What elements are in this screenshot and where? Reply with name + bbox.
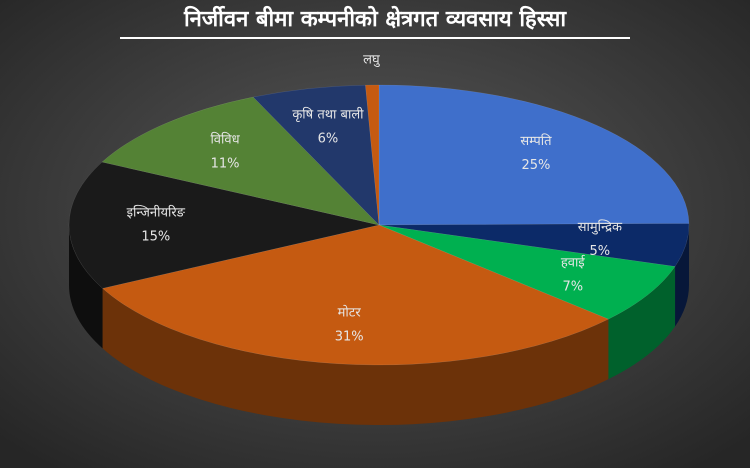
slice [378,84,690,226]
slice-label: विविध [210,132,240,148]
slice-side [69,225,103,349]
slice-label: इन्जिनीयरिङ [127,205,186,221]
slice-value-label: 6% [318,131,339,146]
slice-value-label: 31% [335,329,364,344]
slice-value-label: 7% [562,280,583,295]
slice [102,224,609,366]
slice-label: कृषि तथा बाली [292,106,364,122]
slice [252,84,380,226]
slice-label: सम्पति [520,133,552,149]
slice-value-label: 5% [590,244,611,259]
slice-label: हवाई [561,255,586,271]
slice-side [608,266,676,380]
slice-value-label: 11% [211,157,240,172]
slice [101,96,380,226]
slice [378,224,676,320]
slice-side [675,225,689,327]
slice-side [102,288,609,425]
slice [365,84,380,226]
slice-label: मोटर [338,304,362,320]
chart-title: निर्जीवन बीमा कम्पनीको क्षेत्रगत व्यवसाय… [183,5,567,32]
slice [68,161,380,289]
slice [378,223,690,267]
slice-label: लघु [363,53,380,68]
slice-label: सामुन्द्रिक [578,219,623,235]
slice-value-label: 25% [522,158,551,173]
slice-value-label: 15% [141,230,170,245]
